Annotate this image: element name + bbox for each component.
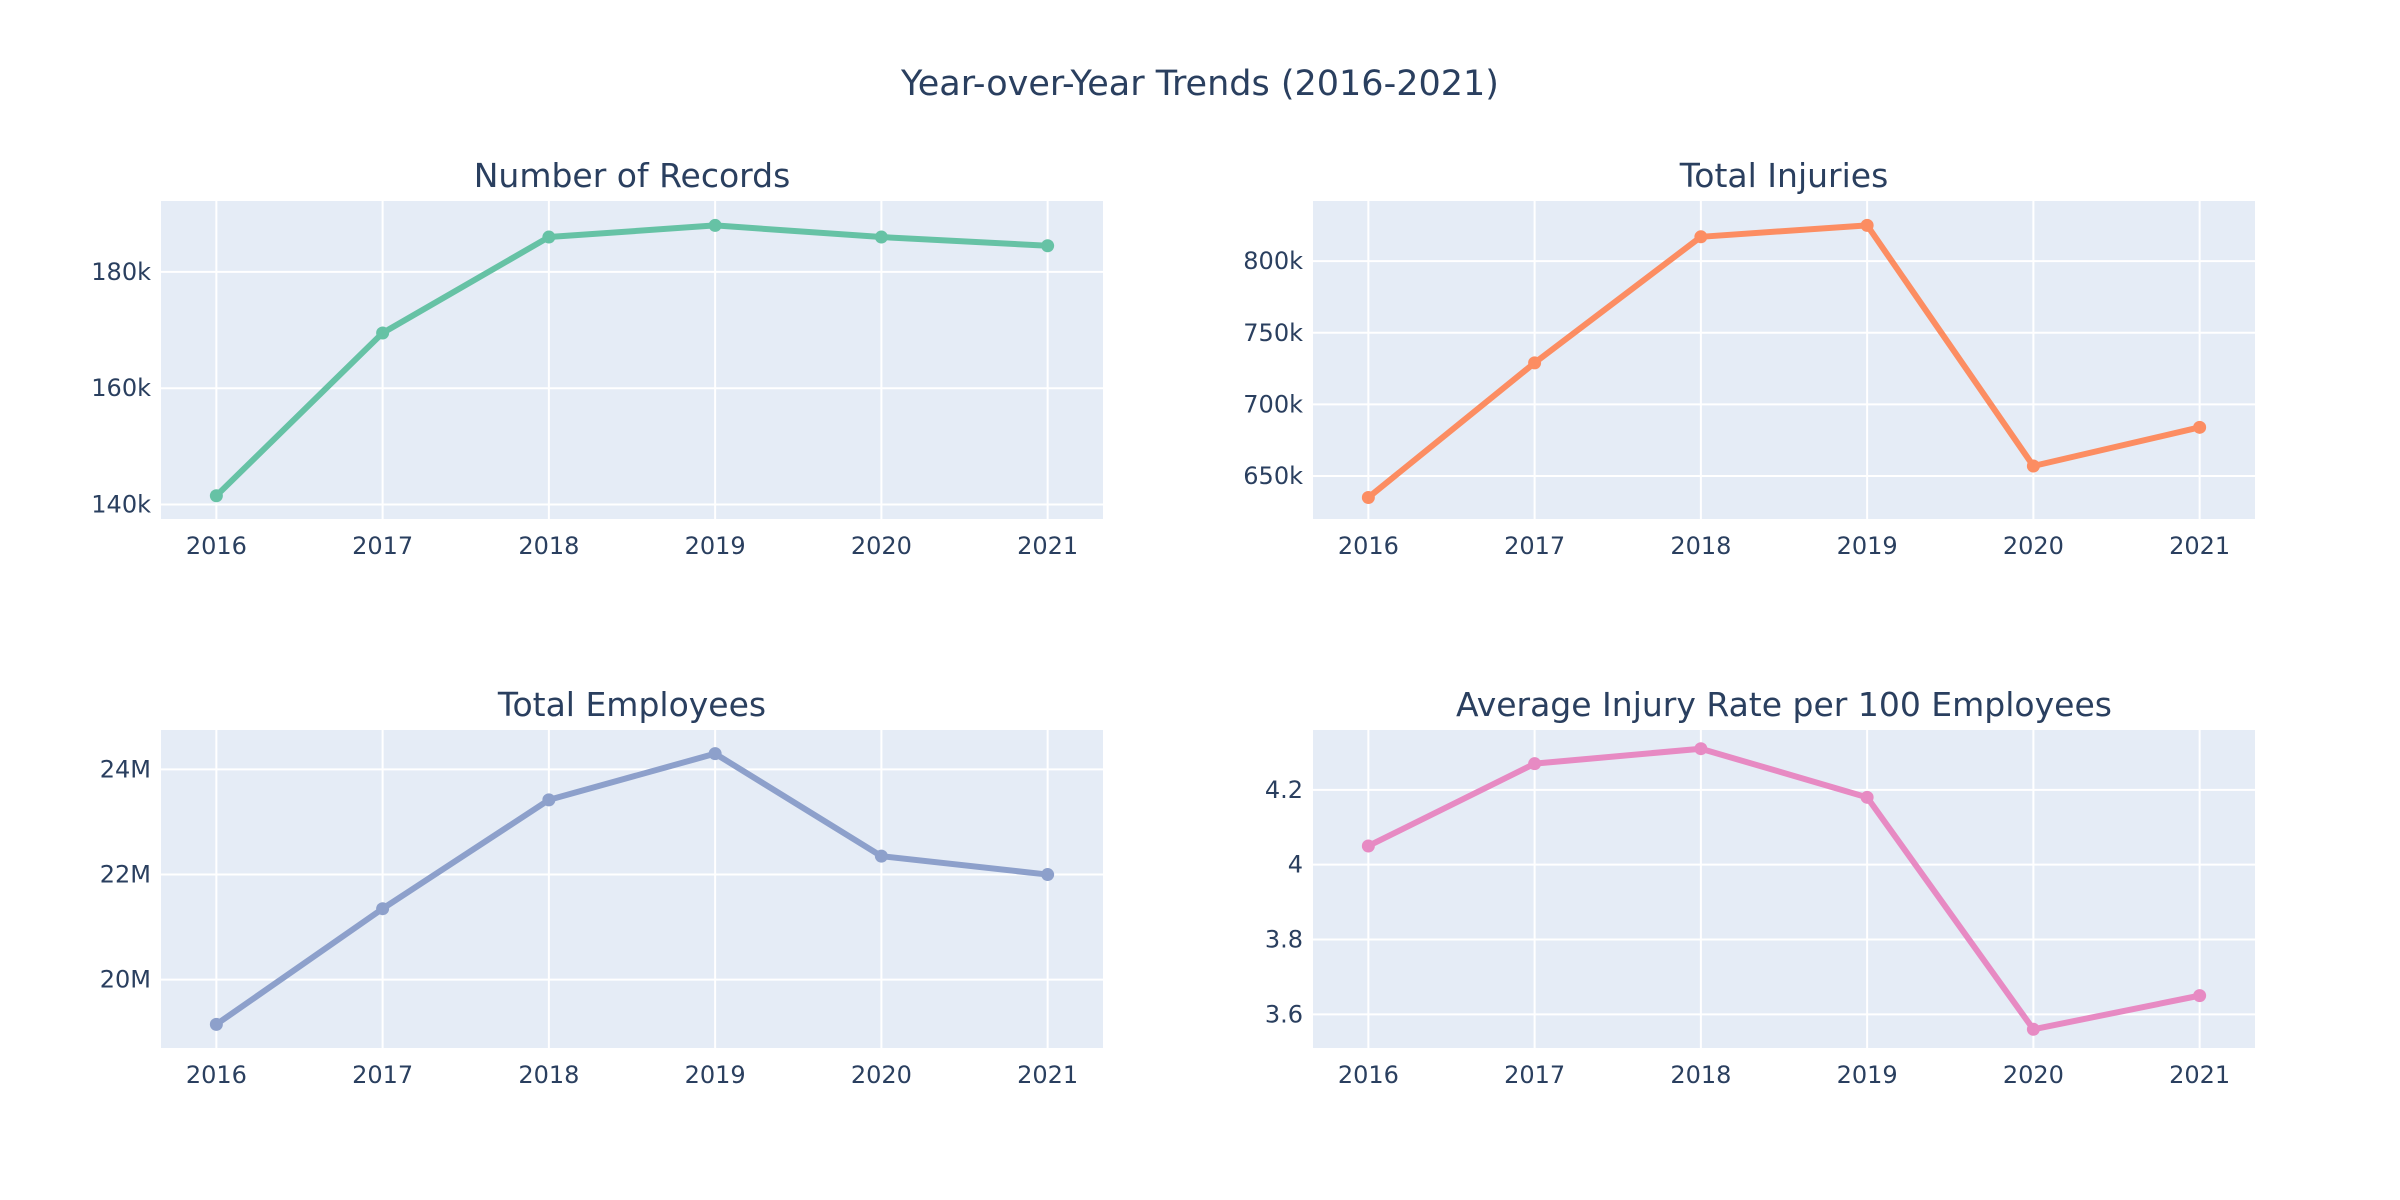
- x-tick-label: 2017: [352, 532, 413, 560]
- data-point: [2026, 1022, 2040, 1036]
- data-point: [2193, 420, 2207, 434]
- data-point: [1528, 757, 1542, 771]
- subplot-title: Total Injuries: [1679, 156, 1889, 195]
- x-tick-label: 2021: [1017, 1061, 1078, 1089]
- y-tick-label: 650k: [1243, 462, 1303, 490]
- x-tick-label: 2017: [1504, 532, 1565, 560]
- plot-area: [1313, 201, 2255, 519]
- y-tick-label: 700k: [1243, 390, 1303, 418]
- series-line: [213, 750, 1051, 1028]
- series-line: [1365, 745, 2203, 1033]
- data-point: [1860, 218, 1874, 232]
- data-point: [1860, 790, 1874, 804]
- data-point: [376, 326, 390, 340]
- x-tick-label: 2016: [186, 532, 247, 560]
- data-point: [1528, 356, 1542, 370]
- data-point: [1041, 239, 1055, 253]
- data-point: [1694, 742, 1708, 756]
- data-point: [874, 230, 888, 244]
- x-tick-label: 2016: [1338, 532, 1399, 560]
- plot-area: [161, 201, 1103, 519]
- plot-area: [161, 730, 1103, 1048]
- y-tick-label: 20M: [100, 966, 151, 994]
- figure-title: Year-over-Year Trends (2016-2021): [901, 64, 1499, 104]
- data-point: [874, 849, 888, 863]
- data-point: [1361, 839, 1375, 853]
- series-line: [213, 222, 1051, 499]
- data-point: [209, 489, 223, 503]
- data-point: [2193, 989, 2207, 1003]
- data-point: [1361, 491, 1375, 505]
- data-point: [542, 230, 556, 244]
- data-point: [1694, 230, 1708, 244]
- x-tick-label: 2020: [2003, 1061, 2064, 1089]
- x-tick-label: 2019: [1837, 1061, 1898, 1089]
- y-tick-label: 22M: [100, 861, 151, 889]
- subplot-number-of-records: 2016 2017 2018 2019 2020 2021 140k 160k 180k Numb…: [91, 156, 1103, 560]
- x-tick-label: 2018: [518, 1061, 579, 1089]
- subplot-total-injuries: 2016 2017 2018 2019 2020 2021 650k 700k 750k 800k…: [1243, 156, 2255, 560]
- x-tick-label: 2021: [2169, 1061, 2230, 1089]
- x-tick-label: 2017: [1504, 1061, 1565, 1089]
- data-point: [542, 793, 556, 807]
- data-point: [708, 747, 722, 761]
- x-tick-label: 2019: [685, 1061, 746, 1089]
- y-tick-label: 180k: [91, 258, 151, 286]
- plot-area: [1313, 730, 2255, 1048]
- x-tick-label: 2017: [352, 1061, 413, 1089]
- data-point: [2026, 459, 2040, 473]
- y-tick-label: 750k: [1243, 319, 1303, 347]
- subplot-title: Total Employees: [497, 685, 766, 724]
- y-tick-label: 140k: [91, 490, 151, 518]
- data-point: [1041, 868, 1055, 882]
- y-tick-label: 24M: [100, 755, 151, 783]
- y-tick-label: 3.6: [1265, 1000, 1303, 1028]
- y-tick-label: 3.8: [1265, 926, 1303, 954]
- data-point: [376, 902, 390, 916]
- x-tick-label: 2020: [851, 532, 912, 560]
- x-tick-label: 2020: [851, 1061, 912, 1089]
- y-tick-label: 4.2: [1265, 776, 1303, 804]
- y-tick-label: 160k: [91, 374, 151, 402]
- data-point: [708, 218, 722, 232]
- series-line: [1365, 222, 2203, 501]
- x-tick-label: 2021: [2169, 532, 2230, 560]
- x-tick-label: 2021: [1017, 532, 1078, 560]
- y-tick-label: 800k: [1243, 247, 1303, 275]
- x-tick-label: 2016: [1338, 1061, 1399, 1089]
- x-tick-label: 2016: [186, 1061, 247, 1089]
- subplot-average-injury-rate-per-100-employees: 2016 2017 2018 2019 2020 2021 3.6 3.8 4 4.2 Averag…: [1265, 685, 2255, 1089]
- data-point: [209, 1017, 223, 1031]
- x-tick-label: 2018: [518, 532, 579, 560]
- x-tick-label: 2020: [2003, 532, 2064, 560]
- x-tick-label: 2018: [1670, 1061, 1731, 1089]
- subplot-title: Number of Records: [474, 156, 791, 195]
- x-tick-label: 2019: [1837, 532, 1898, 560]
- y-tick-label: 4: [1288, 851, 1303, 879]
- x-tick-label: 2018: [1670, 532, 1731, 560]
- subplot-title: Average Injury Rate per 100 Employees: [1456, 685, 2112, 724]
- subplot-total-employees: 2016 2017 2018 2019 2020 2021 20M 22M 24M Total E…: [100, 685, 1103, 1089]
- x-tick-label: 2019: [685, 532, 746, 560]
